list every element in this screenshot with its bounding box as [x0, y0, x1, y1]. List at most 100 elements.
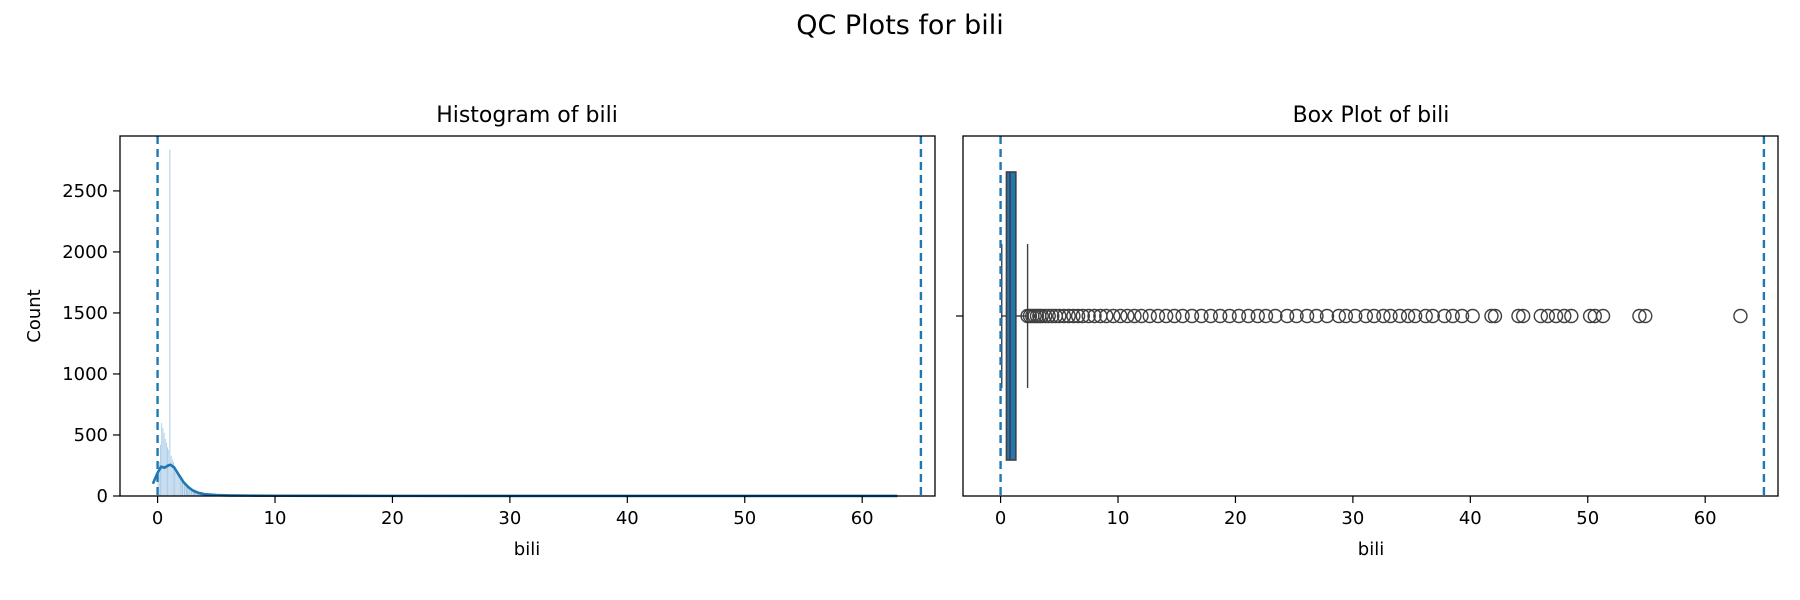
outlier-point: [1465, 308, 1480, 324]
y-tick-label: 0: [97, 486, 108, 507]
histogram-bar: [160, 422, 163, 497]
x-tick-label: 20: [1224, 508, 1247, 529]
outlier-point: [1081, 308, 1096, 324]
outlier-point: [1231, 308, 1247, 324]
outlier-point: [1212, 308, 1228, 324]
outlier-point: [1038, 308, 1053, 324]
outlier-point: [1066, 308, 1081, 324]
outlier-point: [1425, 308, 1440, 324]
outlier-point: [1052, 308, 1067, 324]
x-tick-label: 60: [1694, 508, 1717, 529]
outlier-point: [1045, 308, 1060, 324]
outlier-point: [1376, 308, 1391, 324]
outlier-point: [1400, 308, 1416, 324]
outlier-point: [1127, 308, 1142, 324]
outlier-point: [1041, 308, 1056, 324]
histogram-bar: [167, 449, 170, 497]
histogram-title: Histogram of bili: [436, 103, 618, 128]
outlier-point: [1595, 308, 1611, 324]
outlier-point: [1279, 308, 1295, 324]
outlier-point: [1418, 308, 1433, 324]
outlier-point: [1533, 308, 1548, 324]
x-tick-label: 50: [733, 508, 756, 529]
outlier-point: [1319, 308, 1335, 324]
outlier-point: [1564, 308, 1579, 324]
outlier-point: [1454, 308, 1470, 324]
outlier-point: [1392, 308, 1408, 324]
histogram-y-axis-label: Count: [24, 289, 45, 342]
outlier-point: [1338, 308, 1354, 324]
x-tick-label: 10: [264, 508, 287, 529]
boxplot-panel: Box Plot of bili 0 10 20 30 40 50 60 bili: [956, 103, 1779, 560]
boxplot-outliers: [1020, 308, 1748, 324]
outlier-point: [1061, 308, 1076, 324]
outlier-point: [1158, 308, 1174, 324]
histogram-bar: [165, 442, 168, 497]
outlier-point: [1087, 308, 1102, 324]
outlier-point: [1487, 308, 1503, 324]
outlier-point: [1075, 308, 1090, 324]
boxplot-x-ticks: 0 10 20 30 40 50 60: [995, 496, 1717, 529]
histogram-reference-lines: [156, 136, 923, 496]
x-tick-label: 30: [498, 508, 521, 529]
y-tick-label: 2500: [62, 181, 108, 202]
x-tick-label: 40: [1459, 508, 1482, 529]
boxplot-x-axis-label: bili: [1358, 539, 1384, 560]
outlier-point: [1407, 308, 1423, 324]
x-tick-label: 20: [381, 508, 404, 529]
x-tick-label: 0: [152, 508, 163, 529]
outlier-point: [1348, 308, 1363, 324]
outlier-point: [1120, 308, 1135, 324]
figure-title: QC Plots for bili: [796, 10, 1004, 41]
outlier-point: [1113, 308, 1128, 324]
outlier-point: [1484, 308, 1499, 324]
outlier-point: [1194, 308, 1209, 324]
outlier-point: [1222, 308, 1237, 324]
outlier-point: [1437, 308, 1452, 324]
outlier-point: [1587, 308, 1603, 324]
outlier-point: [1099, 308, 1114, 324]
outlier-point: [1383, 308, 1398, 324]
outlier-point: [1358, 308, 1374, 324]
histogram-axes-frame: [119, 135, 936, 497]
histogram-bar: [170, 455, 172, 497]
x-tick-label: 0: [995, 508, 1006, 529]
box-iqr: [1005, 171, 1017, 461]
y-tick-label: 1500: [62, 303, 108, 324]
histogram-x-axis-label: bili: [514, 539, 540, 560]
outlier-point: [1632, 308, 1647, 324]
outlier-point: [1258, 308, 1274, 324]
outlier-point: [1184, 308, 1200, 324]
histogram-bar: [169, 149, 171, 497]
outlier-point: [1203, 308, 1218, 324]
outlier-point: [1250, 308, 1265, 324]
histogram-bar: [178, 476, 181, 497]
outlier-point: [1540, 308, 1556, 324]
outlier-point: [1167, 308, 1182, 324]
y-tick-label: 1000: [62, 364, 108, 385]
histogram-bar: [166, 447, 169, 497]
outlier-point: [1638, 308, 1653, 324]
x-tick-label: 10: [1107, 508, 1130, 529]
histogram-bar: [177, 473, 179, 497]
histogram-panel: Histogram of bili 0 10 20 30 40 50 60 0 500 1000…: [24, 103, 936, 560]
x-tick-label: 40: [616, 508, 639, 529]
outlier-point: [1548, 308, 1564, 324]
outlier-point: [1150, 308, 1166, 324]
x-tick-label: 30: [1341, 508, 1364, 529]
outlier-point: [1134, 308, 1149, 324]
outlier-point: [1445, 308, 1460, 324]
histogram-bar: [176, 471, 178, 497]
outlier-point: [1511, 308, 1526, 324]
outlier-point: [1299, 308, 1315, 324]
x-tick-label: 50: [1576, 508, 1599, 529]
outlier-point: [1268, 308, 1283, 324]
outlier-point: [1070, 308, 1086, 324]
boxplot-reference-lines: [999, 136, 1766, 496]
outlier-point: [1733, 308, 1748, 324]
histogram-bar: [175, 469, 177, 497]
outlier-point: [1241, 308, 1256, 324]
histogram-bar: [163, 432, 165, 497]
outlier-point: [1309, 308, 1324, 324]
